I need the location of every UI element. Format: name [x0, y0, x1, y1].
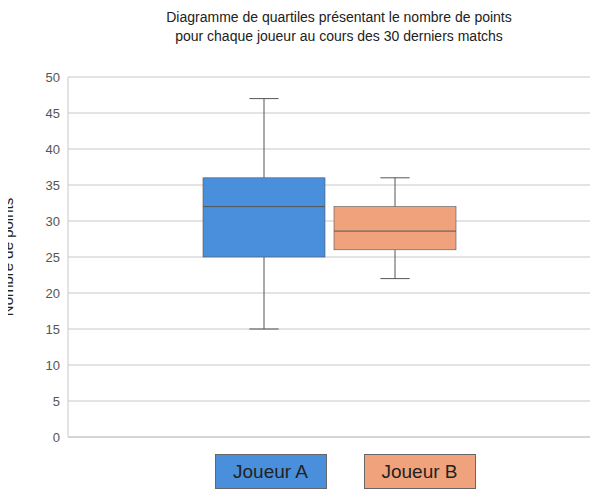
svg-text:5: 5 — [53, 394, 60, 409]
svg-text:45: 45 — [46, 106, 60, 121]
svg-text:15: 15 — [46, 322, 60, 337]
svg-text:0: 0 — [53, 430, 60, 445]
html-text:Joueur A: Joueur A — [233, 460, 308, 482]
svg-text:20: 20 — [46, 286, 60, 301]
svg-text:40: 40 — [46, 142, 60, 157]
html-text:pour chaque joueur au cours de: pour chaque joueur au cours des 30 derni… — [175, 28, 503, 44]
svg-text:10: 10 — [46, 358, 60, 373]
svg-text:30: 30 — [46, 214, 60, 229]
html-text:Joueur B: Joueur B — [381, 460, 458, 482]
svg-text:50: 50 — [46, 70, 60, 85]
svg-text:35: 35 — [46, 178, 60, 193]
html-text:Diagramme de quartiles présent: Diagramme de quartiles présentant le nom… — [166, 9, 512, 25]
svg-text:Nombre de points: Nombre de points — [8, 198, 16, 316]
svg-text:25: 25 — [46, 250, 60, 265]
